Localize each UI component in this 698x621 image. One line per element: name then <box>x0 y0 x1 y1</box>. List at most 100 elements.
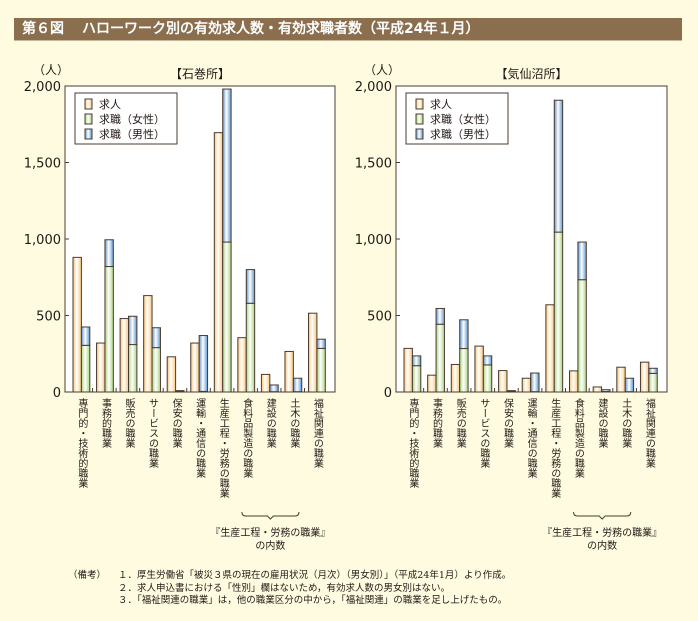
bar-female <box>245 302 256 393</box>
bar-female <box>459 348 469 393</box>
x-category-label: サービスの職業 <box>147 398 159 469</box>
bar-male <box>459 319 469 350</box>
x-category-label: 専門的・技術的職業 <box>407 398 419 489</box>
x-category-label: 福祉関連の職業 <box>643 397 655 469</box>
bar-male <box>80 326 91 346</box>
y-tick-label: 2,000 <box>24 80 61 95</box>
x-category-label: 販売の職業 <box>454 398 466 449</box>
legend-swatch <box>415 128 424 140</box>
x-category-label: サービスの職業 <box>478 398 490 469</box>
bar-jobs <box>119 318 130 393</box>
chart-title: 【気仙沼所】 <box>495 66 567 81</box>
brace <box>573 511 632 520</box>
legend-label: 求職（女性） <box>430 112 496 126</box>
bar-jobs <box>521 377 532 393</box>
y-tick-label: 500 <box>36 310 61 325</box>
x-category-label: 福祉関連の職業 <box>311 397 323 469</box>
legend-swatch <box>84 128 93 140</box>
x-category-label: 建設の職業 <box>264 397 276 449</box>
bar-male <box>624 377 635 393</box>
bar-jobs <box>427 374 437 393</box>
bar-female <box>553 231 564 393</box>
y-tick-label: 0 <box>53 386 61 401</box>
chart-title: 【石巻所】 <box>170 67 230 81</box>
bar-jobs <box>403 347 413 393</box>
bar-female <box>435 323 445 393</box>
bar-female <box>222 241 232 393</box>
x-category-label: 事務的職業 <box>99 397 111 449</box>
bar-jobs <box>592 386 603 393</box>
bar-male <box>292 377 303 393</box>
bar-male <box>435 307 445 325</box>
y-axis-unit: （人） <box>33 63 69 77</box>
y-tick-label: 500 <box>367 310 392 325</box>
note-item: ２．求人申込書における「性別」欄はないため，有効求人数の男女別はない。 <box>118 582 451 594</box>
bar-jobs <box>545 304 555 393</box>
y-tick-label: 1,000 <box>355 233 392 248</box>
brace-label: 『生産工程・労務の職業』 <box>210 526 330 539</box>
x-category-label: 食料品製造の職業 <box>572 397 584 479</box>
bar-jobs <box>569 370 579 393</box>
chart-0: 【石巻所】 （人） 0 500 1,000 1,500 2,000 専門的・技術的職業 事務的職… <box>24 63 336 552</box>
brace-label: 『生産工程・労務の職業』 <box>542 526 662 539</box>
chart-1: 【気仙沼所】 （人） 0 500 1,000 1,500 2,000 専門的・技術的職業 事務的… <box>355 63 668 552</box>
bar-male <box>222 88 232 243</box>
x-category-label: 保安の職業 <box>501 397 513 449</box>
brace <box>241 511 300 520</box>
bar-jobs <box>72 256 82 393</box>
bar-female <box>577 279 587 393</box>
bar-female <box>104 266 114 393</box>
x-category-label: 生産工程・労務の職業 <box>549 397 561 499</box>
figure-number: 第６図 <box>22 21 64 37</box>
bar-jobs <box>474 345 484 393</box>
bar-female <box>482 364 493 393</box>
x-category-label: 食料品製造の職業 <box>241 397 253 479</box>
legend-label: 求職（女性） <box>99 112 165 126</box>
y-tick-label: 1,500 <box>355 157 392 172</box>
bar-jobs <box>498 370 508 393</box>
legend-label: 求人 <box>99 98 121 111</box>
x-category-label: 専門的・技術的職業 <box>76 398 88 489</box>
bar-male <box>553 99 564 233</box>
bar-male <box>198 335 209 392</box>
bar-female <box>128 344 138 393</box>
bar-female <box>80 344 91 393</box>
legend-swatch <box>415 113 424 125</box>
brace-label: の内数 <box>587 539 617 552</box>
legend-swatch <box>84 98 93 110</box>
bar-jobs <box>143 295 153 393</box>
x-category-label: 保安の職業 <box>170 397 182 449</box>
bar-male <box>648 367 658 374</box>
y-tick-label: 0 <box>384 386 392 401</box>
x-category-label: 販売の職業 <box>123 398 135 449</box>
bar-male <box>269 384 279 393</box>
figure-header: 第６図 ハローワーク別の有効求人数・有効求職者数（平成24年１月） <box>14 18 682 40</box>
bar-male <box>506 390 516 393</box>
bar-jobs <box>190 342 200 393</box>
bar-female <box>648 372 658 393</box>
x-category-label: 運輸・通信の職業 <box>525 398 537 479</box>
note-item: ３．「福祉関連の職業」は，他の職業区分の中から，「福祉関連」の職業を足し上げたも… <box>118 595 508 606</box>
bar-jobs <box>213 132 224 393</box>
legend-swatch <box>84 113 93 125</box>
x-category-label: 生産工程・労務の職業 <box>217 397 229 499</box>
y-axis-unit: （人） <box>364 63 400 77</box>
bar-female <box>411 365 422 393</box>
bar-female <box>316 347 326 393</box>
y-tick-label: 2,000 <box>355 80 392 95</box>
bar-jobs <box>260 373 271 393</box>
bar-male <box>128 315 138 346</box>
bar-jobs <box>450 363 461 393</box>
bar-male <box>411 355 422 367</box>
y-tick-label: 1,000 <box>24 233 61 248</box>
bar-male <box>245 269 256 304</box>
x-category-label: 土木の職業 <box>288 397 300 449</box>
legend-label: 求職（男性） <box>430 127 496 141</box>
legend-swatch <box>415 98 424 110</box>
bar-jobs <box>639 361 650 393</box>
bar-jobs <box>96 342 106 393</box>
x-category-label: 運輸・通信の職業 <box>194 398 206 479</box>
bar-jobs <box>166 356 177 393</box>
